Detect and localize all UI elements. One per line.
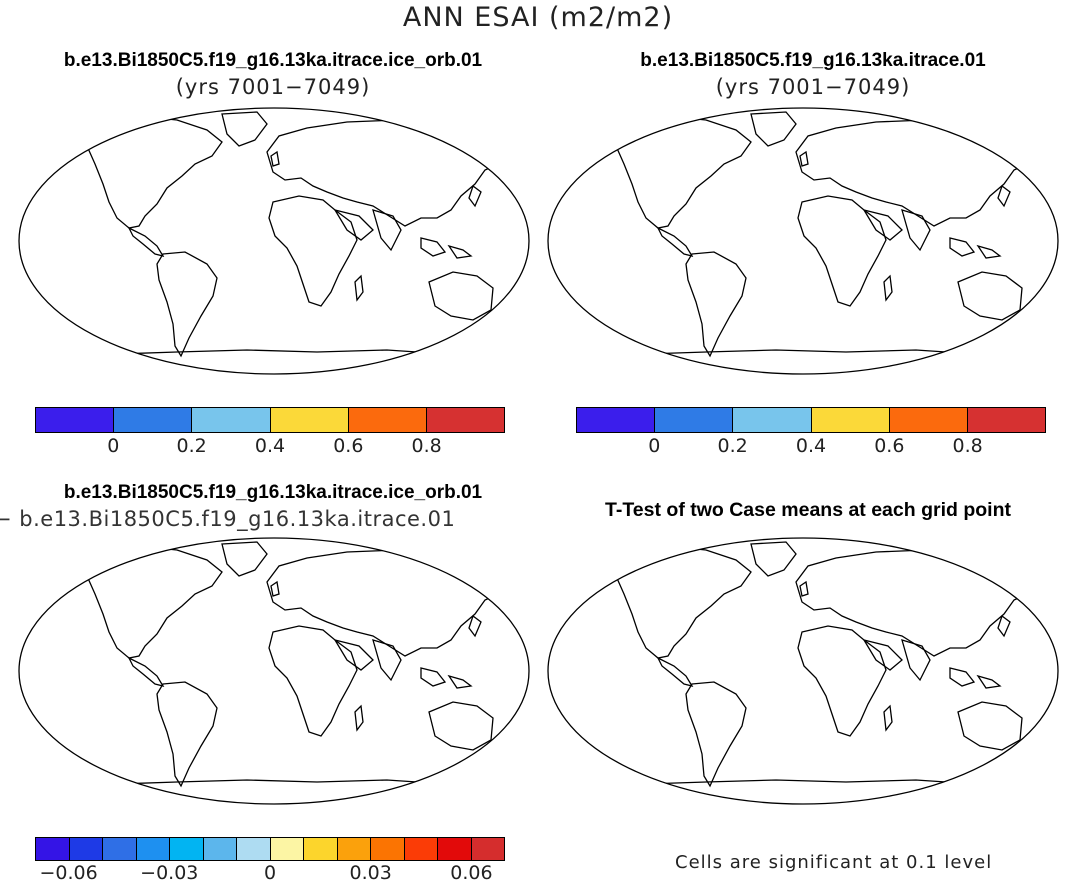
colorbar-bottom-left-swatch (103, 838, 137, 860)
colorbar-bottom-left-swatch (438, 838, 472, 860)
colorbar-bottom-left (35, 837, 505, 861)
colorbar-tick-label: 0.8 (952, 435, 983, 457)
map-bottom-left (18, 537, 530, 805)
colorbar-top-right (576, 407, 1046, 433)
panel-bl-minus-case: − b.e13.Bi1850C5.f19_g16.13ka.itrace.01 (0, 507, 456, 531)
colorbar-tick-label: 0 (263, 862, 277, 884)
colorbar-tick-label: 0.8 (411, 435, 442, 457)
colorbar-tick-label: 0.6 (333, 435, 364, 457)
colorbar-tick-label: 0.4 (795, 435, 827, 457)
map-top-left (18, 107, 530, 375)
colorbar-bottom-left-swatch (270, 838, 304, 860)
colorbar-top-left-swatch (36, 408, 115, 432)
panel-tl-years: (yrs 7001−7049) (175, 75, 371, 99)
colorbar-bottom-left-swatch (69, 838, 103, 860)
colorbar-bottom-left-swatch (170, 838, 204, 860)
colorbar-top-left-swatch (426, 408, 505, 432)
colorbar-top-right-swatch (889, 408, 968, 432)
significance-note: Cells are significant at 0.1 level (675, 852, 993, 873)
colorbar-top-right-swatch (733, 408, 812, 432)
colorbar-tick-label: 0.6 (874, 435, 905, 457)
colorbar-bottom-left-swatch (304, 838, 338, 860)
panel-tr-years: (yrs 7001−7049) (715, 75, 911, 99)
map-top-right (547, 107, 1059, 375)
colorbar-bottom-left-swatch (237, 838, 271, 860)
colorbar-tick-label: 0 (648, 435, 661, 457)
colorbar-tick-label: 0.2 (176, 435, 207, 457)
colorbar-tick-label: 0.4 (254, 435, 286, 457)
colorbar-tick-label: 0.03 (349, 862, 392, 884)
panel-bl-case-title: b.e13.Bi1850C5.f19_g16.13ka.itrace.ice_o… (63, 482, 483, 503)
colorbar-bottom-left-swatch (203, 838, 237, 860)
colorbar-top-left-swatch (270, 408, 349, 432)
colorbar-top-right-swatch (967, 408, 1046, 432)
colorbar-bottom-left-swatch (136, 838, 170, 860)
colorbar-bottom-left-swatch (404, 838, 438, 860)
panel-br-ttest-title: T-Test of two Case means at each grid po… (605, 499, 1011, 521)
colorbar-tick-label: 0 (107, 435, 120, 457)
colorbar-top-left (35, 407, 505, 433)
colorbar-tick-label: 0.06 (450, 862, 493, 884)
colorbar-top-left-swatch (192, 408, 271, 432)
colorbar-tick-label: −0.03 (140, 862, 199, 884)
colorbar-top-right-swatch (811, 408, 890, 432)
colorbar-tick-label: 0.2 (717, 435, 748, 457)
figure-title: ANN ESAI (m2/m2) (402, 2, 674, 33)
colorbar-bottom-left-swatch (36, 838, 70, 860)
map-bottom-right (547, 537, 1059, 805)
colorbar-top-right-swatch (655, 408, 734, 432)
colorbar-bottom-left-swatch (471, 838, 504, 860)
panel-tl-case-title: b.e13.Bi1850C5.f19_g16.13ka.itrace.ice_o… (63, 50, 483, 71)
panel-tr-case-title: b.e13.Bi1850C5.f19_g16.13ka.itrace.01 (640, 50, 986, 71)
colorbar-top-left-swatch (348, 408, 427, 432)
colorbar-top-right-swatch (577, 408, 656, 432)
colorbar-bottom-left-swatch (337, 838, 371, 860)
colorbar-bottom-left-swatch (371, 838, 405, 860)
colorbar-top-left-swatch (114, 408, 193, 432)
colorbar-tick-label: −0.06 (39, 862, 98, 884)
